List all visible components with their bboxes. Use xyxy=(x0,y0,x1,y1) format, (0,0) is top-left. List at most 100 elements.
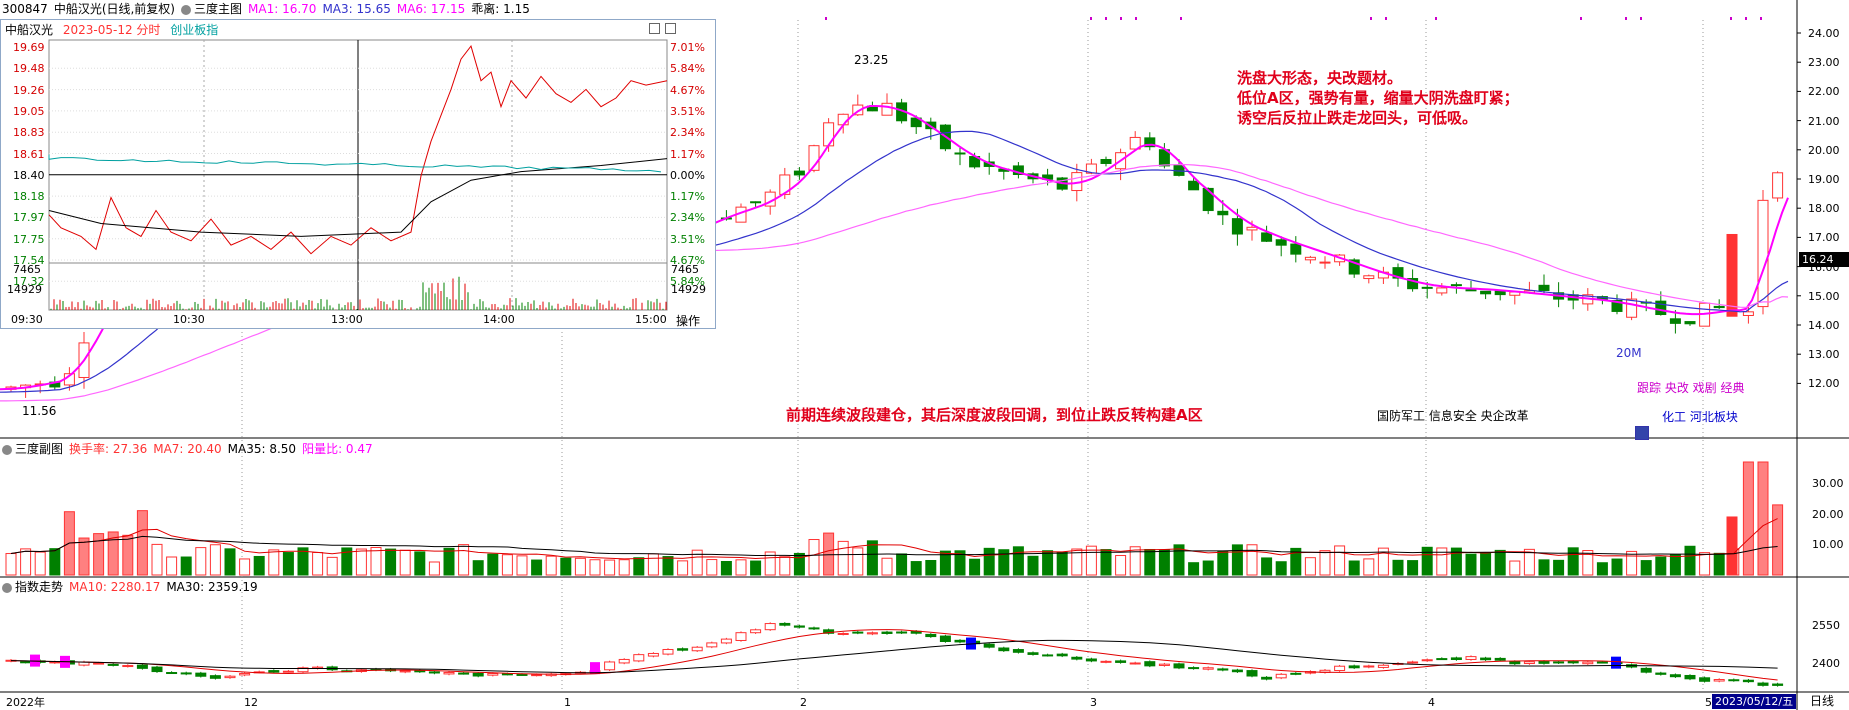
volume-bar xyxy=(1246,544,1258,576)
concept-tags-row3[interactable]: 化工 河北板块 xyxy=(1662,410,1738,424)
sub1-axis-label: 20.00 xyxy=(1812,507,1844,521)
index-body xyxy=(939,635,951,642)
volume-bar xyxy=(1450,547,1462,576)
finance-icon[interactable] xyxy=(1635,426,1649,440)
popup-pct-label: 2.34% xyxy=(670,211,705,225)
volume-bar xyxy=(458,544,470,576)
candle-body xyxy=(1363,275,1375,280)
x-axis-label: 5 xyxy=(1705,696,1712,709)
volume-bar xyxy=(706,559,718,576)
volume-bar xyxy=(1173,544,1185,576)
intraday-popup[interactable]: 中船汉光 2023-05-12 分时 创业板指 19.69 19.48 19.26 1… xyxy=(0,19,716,329)
index-body xyxy=(1261,676,1273,680)
index-body xyxy=(1742,679,1754,683)
popup-price-label: 18.40 xyxy=(13,168,45,182)
chart-selector-icon[interactable] xyxy=(181,4,191,15)
volume-bar xyxy=(487,553,499,576)
candle-body xyxy=(1100,159,1112,164)
low-marker: 11.56 xyxy=(22,404,57,418)
index-body xyxy=(1188,667,1200,670)
volume-bar xyxy=(516,555,528,576)
ma10-value: MA10: 2280.17 xyxy=(69,580,161,594)
index-body xyxy=(1290,672,1302,675)
popup-action-button[interactable]: 操作 xyxy=(676,314,701,328)
chart-name[interactable]: 三度主图 xyxy=(194,2,243,16)
index-body xyxy=(224,675,236,679)
ma6-value: MA6: 17.15 xyxy=(396,2,466,16)
ma-period-label: 20M xyxy=(1616,346,1642,360)
index-body xyxy=(1202,667,1214,670)
volume-bar xyxy=(866,540,878,576)
volume-bar xyxy=(1553,559,1565,576)
volume-bar xyxy=(224,548,236,576)
volume-bar xyxy=(1494,549,1506,576)
volume-bar xyxy=(253,555,265,576)
period-label[interactable]: 日线 xyxy=(1810,694,1835,708)
index-body xyxy=(881,631,893,634)
price-axis-label: 18.00 xyxy=(1808,202,1840,216)
index-body xyxy=(443,671,455,675)
index-body xyxy=(239,672,251,676)
sub2-selector-icon[interactable] xyxy=(2,582,12,593)
index-body xyxy=(1596,661,1608,664)
candle-body xyxy=(1465,289,1477,292)
index-body xyxy=(1348,665,1360,669)
volume-bar xyxy=(107,531,119,576)
annotation-line-2: 低位A区，强势有量，缩量大阴洗盘盯紧； xyxy=(1237,89,1519,107)
volume-bar xyxy=(209,544,221,576)
volume-bar xyxy=(1275,561,1287,576)
popup-price-label: 18.61 xyxy=(13,147,45,161)
sub1-header: 三度副图 换手率: 27.36 MA7: 20.40 MA35: 8.50 阳量比: 0… xyxy=(2,440,379,458)
concept-tags-row1[interactable]: 国防军工 信息安全 央企改革 xyxy=(1377,409,1529,423)
volume-bar xyxy=(1129,546,1141,576)
volume-bar xyxy=(93,533,105,576)
popup-price-line xyxy=(48,45,668,255)
volume-bar xyxy=(1523,548,1535,576)
index-body xyxy=(1100,660,1112,663)
signal-dot xyxy=(1120,17,1122,20)
index-body xyxy=(1334,665,1346,672)
candle-body xyxy=(1407,278,1419,290)
stock-code: 300847 xyxy=(2,2,48,16)
index-body xyxy=(1407,661,1419,664)
volume-bar-limit-up xyxy=(1726,516,1738,576)
volume-bar xyxy=(691,549,703,576)
popup-chart-canvas[interactable] xyxy=(1,20,715,328)
sub2-axis-label: 2550 xyxy=(1812,619,1840,633)
index-body xyxy=(998,647,1010,652)
volume-bar xyxy=(1261,557,1273,576)
volume-bar xyxy=(1012,546,1024,576)
price-axis-label: 14.00 xyxy=(1808,319,1840,332)
volume-bar xyxy=(1217,550,1229,576)
popup-settings-icon[interactable] xyxy=(649,23,660,34)
deviation-value: 乖离: 1.15 xyxy=(471,2,530,16)
x-axis-label: 1 xyxy=(564,696,571,709)
sub2-name[interactable]: 指数走势 xyxy=(15,580,64,594)
concept-tags-row2[interactable]: 跟踪 央改 戏剧 经典 xyxy=(1637,381,1745,395)
sub1-selector-icon[interactable] xyxy=(2,444,12,455)
popup-close-icon[interactable] xyxy=(665,23,676,34)
popup-board[interactable]: 创业板指 xyxy=(170,23,219,37)
volume-bar xyxy=(501,554,513,576)
volume-bar xyxy=(1407,560,1419,576)
volume-bar xyxy=(1377,547,1389,576)
index-body xyxy=(487,673,499,676)
index-body xyxy=(1085,658,1097,662)
candle-body xyxy=(1772,172,1784,199)
popup-price-label: 19.48 xyxy=(13,62,45,76)
index-body xyxy=(180,672,192,675)
ma30-value: MA30: 2359.19 xyxy=(166,580,258,594)
popup-pct-label: 3.51% xyxy=(670,232,705,246)
volume-bar xyxy=(604,559,616,576)
volume-bar xyxy=(574,557,586,576)
sub1-name[interactable]: 三度副图 xyxy=(15,442,64,456)
index-body xyxy=(501,673,513,676)
volume-bar xyxy=(1436,547,1448,576)
stock-name: 中船汉光(日线,前复权) xyxy=(53,2,175,16)
volume-bars xyxy=(5,461,1784,576)
candle-body xyxy=(823,122,835,147)
popup-time-label: 09:30 xyxy=(11,313,43,326)
volume-bar xyxy=(939,550,951,576)
volume-bar xyxy=(969,558,981,576)
